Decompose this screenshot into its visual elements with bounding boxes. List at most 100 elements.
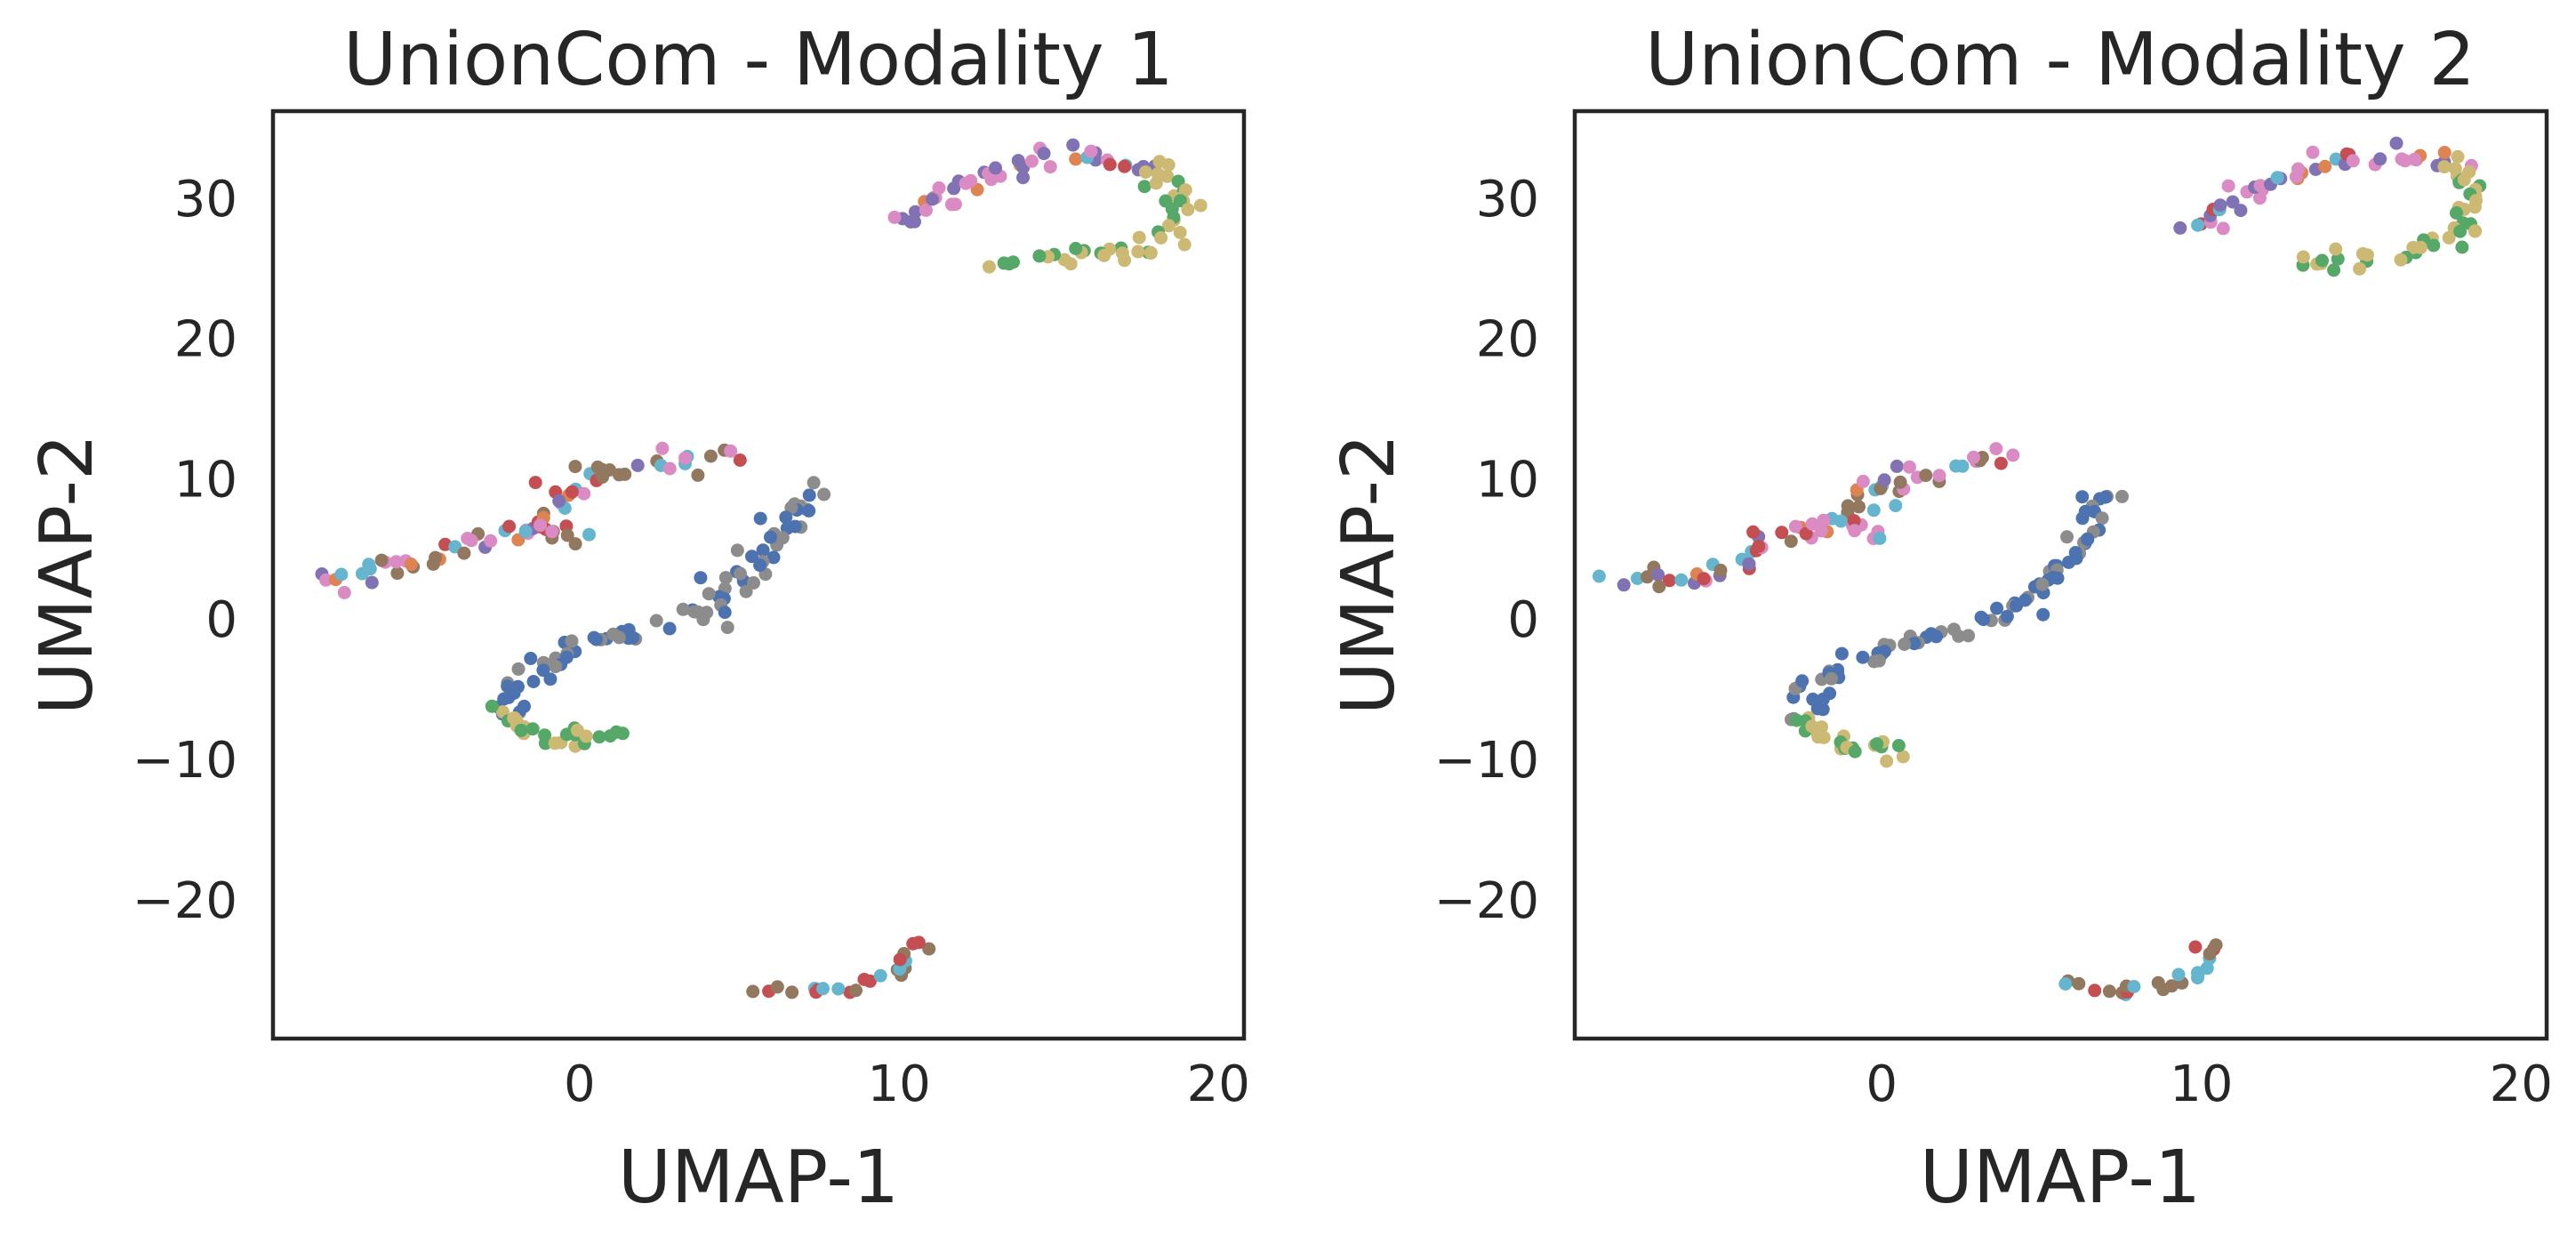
- y-tick-label: 10: [174, 451, 237, 509]
- scatter-point: [389, 555, 403, 569]
- scatter-point: [2216, 221, 2230, 236]
- scatter-point: [2451, 149, 2465, 164]
- scatter-point: [590, 632, 604, 646]
- y-axis-label: UMAP-2: [25, 434, 109, 715]
- scatter-point: [514, 723, 528, 737]
- scatter-point: [1173, 225, 1187, 239]
- scatter-point: [926, 192, 939, 206]
- scatter-point: [2072, 976, 2086, 991]
- scatter-point: [609, 725, 623, 739]
- scatter-point: [908, 214, 921, 229]
- scatter-point: [404, 558, 418, 571]
- scatter-point: [543, 672, 558, 686]
- scatter-point: [766, 550, 781, 565]
- scatter-point: [1795, 674, 1810, 688]
- scatter-point: [1138, 165, 1152, 179]
- scatter-point: [2095, 511, 2109, 526]
- scatter-point: [1173, 194, 1187, 208]
- scatter-point: [1889, 499, 1903, 513]
- scatter-point: [1790, 713, 1803, 727]
- scatter-point: [2468, 224, 2483, 238]
- scatter-point: [1880, 754, 1894, 768]
- plot-frame: [270, 108, 1247, 1041]
- scatter-point: [1902, 460, 1916, 474]
- scatter-point: [2036, 607, 2050, 622]
- scatter-point: [1810, 702, 1825, 716]
- scatter-point: [606, 627, 621, 641]
- scatter-point: [2327, 263, 2341, 277]
- scatter-point: [1873, 531, 1887, 545]
- scatter-point: [2442, 230, 2456, 245]
- scatter-point: [1775, 526, 1789, 540]
- scatter-point: [2331, 252, 2345, 266]
- scatter-point: [1817, 730, 1831, 744]
- scatter-point: [319, 573, 333, 587]
- scatter-point: [1652, 580, 1666, 594]
- scatter-point: [559, 650, 574, 664]
- scatter-point: [2318, 159, 2332, 173]
- scatter-point: [2407, 152, 2421, 166]
- scatter-point: [2437, 160, 2452, 174]
- x-axis-label: UMAP-1: [618, 1136, 899, 1220]
- scatter-point: [1097, 248, 1111, 262]
- scatter-point: [2437, 146, 2452, 159]
- scatter-point: [1131, 245, 1145, 259]
- x-axis-label: UMAP-1: [1920, 1136, 2201, 1220]
- scatter-point: [1651, 568, 1665, 582]
- scatter-point: [989, 161, 1002, 175]
- scatter-point: [1890, 459, 1904, 473]
- scatter-point: [1037, 147, 1051, 161]
- scatter-point: [1177, 237, 1192, 252]
- scatter-point: [630, 458, 645, 472]
- scatter-point: [612, 468, 626, 482]
- scatter-point: [2455, 240, 2469, 254]
- scatter-point: [948, 197, 962, 212]
- scatter-point: [983, 260, 996, 274]
- scatter-point: [507, 686, 521, 700]
- scatter-point: [764, 530, 777, 544]
- scatter-point: [718, 571, 733, 585]
- scatter-point: [2173, 221, 2187, 235]
- scatter-point: [2389, 136, 2403, 150]
- y-tick-label: −10: [1434, 732, 1539, 790]
- scatter-point: [2188, 940, 2203, 954]
- scatter-point: [2353, 261, 2367, 276]
- y-tick-label: −20: [1434, 872, 1539, 930]
- scatter-point: [528, 476, 542, 490]
- scatter-point: [2088, 983, 2102, 998]
- scatter-point: [857, 973, 871, 986]
- scatter-point: [1834, 646, 1849, 661]
- scatter-point: [526, 675, 541, 688]
- scatter-point: [756, 543, 770, 558]
- scatter-point: [718, 606, 732, 620]
- y-tick-label: 0: [205, 591, 237, 649]
- scatter-point: [2060, 530, 2074, 544]
- scatter-point: [1962, 629, 1976, 643]
- scatter-point: [908, 205, 922, 219]
- scatter-point: [1066, 138, 1080, 152]
- scatter-point: [1847, 514, 1861, 528]
- x-tick-label: 0: [1866, 1055, 1898, 1113]
- scatter-point: [1160, 169, 1175, 183]
- scatter-point: [2315, 253, 2329, 268]
- scatter-point: [932, 181, 946, 195]
- scatter-point: [1946, 622, 1961, 637]
- scatter-point: [2306, 145, 2320, 159]
- scatter-point: [1977, 613, 1991, 627]
- scatter-point: [2373, 152, 2387, 166]
- scatter-point: [1852, 500, 1866, 514]
- y-tick-label: 30: [174, 171, 237, 229]
- scatter-point: [1932, 469, 1946, 483]
- scatter-point: [1799, 526, 1813, 541]
- scatter-point: [1084, 144, 1098, 158]
- scatter-point: [919, 203, 933, 217]
- scatter-point: [662, 461, 677, 476]
- scatter-point: [590, 460, 605, 474]
- scatter-point: [1989, 442, 2003, 456]
- scatter-point: [560, 528, 574, 542]
- scatter-point: [2200, 961, 2214, 975]
- scatter-point: [1746, 525, 1761, 539]
- scatter-point: [1631, 572, 1644, 585]
- scatter-point: [2213, 198, 2227, 213]
- scatter-point: [2081, 533, 2095, 547]
